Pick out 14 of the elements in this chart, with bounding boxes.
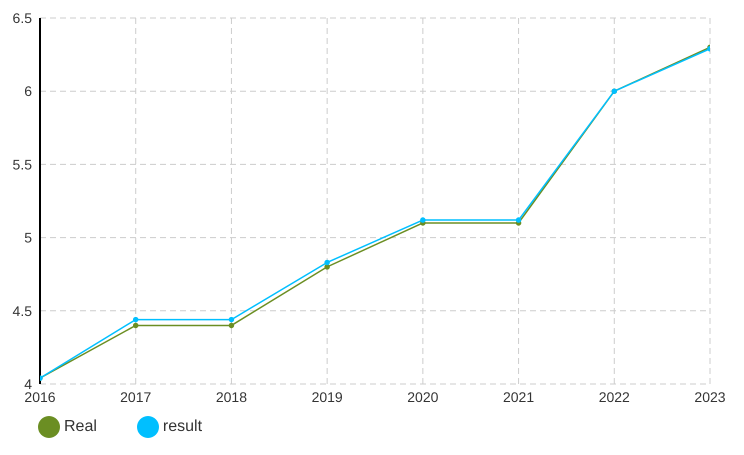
y-tick-label: 4.5 (12, 302, 32, 319)
x-tick-label: 2021 (502, 388, 534, 405)
x-tick-label: 2020 (407, 388, 439, 405)
legend-label: Real (64, 418, 97, 436)
x-tick-label: 2023 (694, 388, 726, 405)
x-tick-label: 2017 (120, 388, 152, 405)
y-tick-label: 6.5 (12, 10, 32, 26)
x-tick-label: 2022 (598, 388, 630, 405)
y-tick-label: 6 (24, 83, 32, 100)
x-tick-label: 2018 (216, 388, 248, 405)
y-tick-label: 5 (24, 230, 32, 246)
x-tick-label: 2019 (312, 388, 343, 405)
y-tick-label: 5.5 (12, 156, 32, 172)
legend-label: result (162, 418, 202, 436)
